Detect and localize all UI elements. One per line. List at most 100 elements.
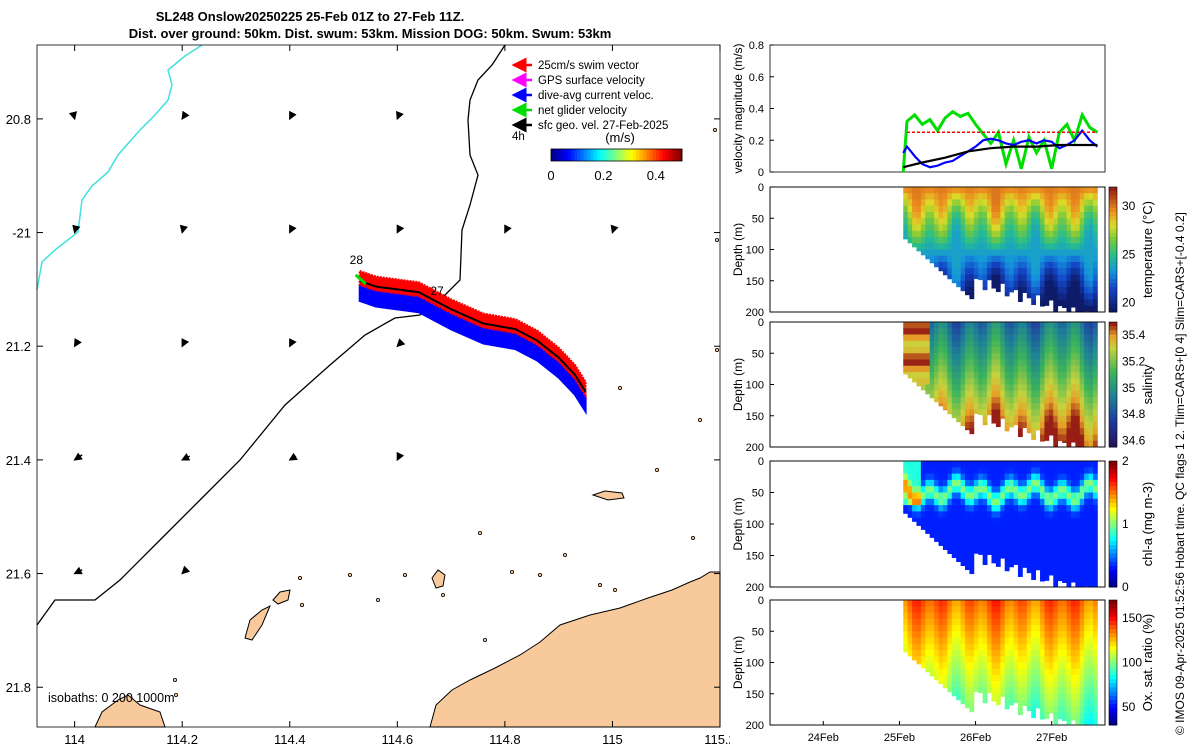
section-cell <box>991 274 997 282</box>
section-cell <box>1079 199 1085 207</box>
side-note: © IMOS 09-Apr-2025 01:52:56 Hobart time.… <box>1173 212 1187 735</box>
section-cell <box>1079 511 1085 519</box>
section-cell <box>982 224 988 232</box>
section-cell <box>1053 428 1059 435</box>
section-cell <box>929 511 935 519</box>
section-cell <box>1084 287 1089 294</box>
section-cell <box>987 498 992 506</box>
section-cell <box>956 365 962 373</box>
section-cell <box>1079 255 1085 263</box>
section-cell <box>1057 390 1063 398</box>
section-cell <box>1088 237 1094 244</box>
section-cell <box>903 618 909 626</box>
section-cell <box>1048 505 1054 512</box>
section-cell <box>1009 390 1014 398</box>
section-cell <box>1079 365 1085 373</box>
section-cell <box>912 600 917 607</box>
section-cell <box>960 650 966 657</box>
section-cell <box>1044 212 1050 219</box>
section-cell <box>978 625 984 632</box>
current-vector <box>289 224 297 234</box>
coastline-land <box>429 571 721 728</box>
section-cell <box>1009 530 1014 537</box>
section-cell <box>912 212 917 219</box>
section-cell <box>956 467 962 474</box>
section-cell <box>1044 280 1050 288</box>
section-cell <box>1044 625 1050 632</box>
section-cell <box>1057 415 1063 423</box>
section-cell <box>1062 656 1067 663</box>
section-cell <box>1000 675 1006 682</box>
section-cell <box>1066 403 1072 410</box>
section-colorbar-tick-label: 1 <box>1122 517 1129 531</box>
section-colorbar-segment <box>1109 241 1117 246</box>
section-cell <box>969 262 975 269</box>
section-cell <box>973 492 979 500</box>
section-cell <box>942 681 948 688</box>
section-cell <box>951 650 957 657</box>
section-cell <box>1031 224 1037 232</box>
section-cell <box>1092 718 1098 726</box>
section-cell <box>969 505 975 512</box>
section-cell <box>1044 249 1050 257</box>
section-cell <box>942 397 948 404</box>
section-cell <box>1075 718 1081 726</box>
section-cell <box>1079 347 1085 354</box>
section-cell <box>973 365 979 373</box>
section-cell <box>1053 415 1059 423</box>
section-cell <box>1084 359 1089 367</box>
section-cell <box>1013 511 1019 519</box>
section-cell <box>1070 479 1076 487</box>
current-vector <box>73 566 83 575</box>
section-cell <box>951 498 957 506</box>
section-cell <box>1088 372 1094 379</box>
section-cell <box>1013 612 1019 620</box>
section-cell <box>956 403 962 410</box>
section-cell <box>956 274 962 282</box>
section-cell <box>1070 517 1076 525</box>
section-cell <box>1048 643 1054 651</box>
section-cell <box>982 461 988 468</box>
section-cell <box>938 243 944 250</box>
section-colorbar-segment <box>1109 549 1117 554</box>
section-cell <box>1048 249 1054 257</box>
section-cell <box>978 187 984 194</box>
section-colorbar-segment <box>1109 232 1117 238</box>
section-cell <box>916 340 922 348</box>
section-colorbar-segment <box>1109 342 1117 348</box>
section-cell <box>1022 280 1028 288</box>
section-cell <box>1066 293 1072 300</box>
section-cell <box>987 199 992 207</box>
section-cell <box>1026 668 1032 676</box>
section-cell <box>1062 434 1067 442</box>
depth-tick-label: 0 <box>758 456 764 468</box>
section-cell <box>1004 492 1010 500</box>
section-cell <box>991 505 997 512</box>
section-cell <box>1031 461 1037 468</box>
section-cell <box>1026 415 1032 423</box>
section-colorbar-tick-label: 30 <box>1122 199 1136 213</box>
section-cell <box>1088 268 1094 275</box>
section-cell <box>916 467 922 474</box>
section-cell <box>951 193 957 200</box>
section-cell <box>1075 693 1081 701</box>
section-cell <box>1022 681 1028 688</box>
section-cell <box>947 199 953 207</box>
chart-title-line1: SL248 Onslow20250225 25-Feb 01Z to 27-Fe… <box>155 9 465 24</box>
section-cell <box>907 230 913 238</box>
section-cell <box>1084 340 1089 348</box>
section-cell <box>1053 643 1059 651</box>
section-colorbar-tick-label: 20 <box>1122 295 1136 309</box>
section-cell <box>903 600 909 607</box>
section-cell <box>969 280 975 288</box>
section-cell <box>942 486 948 493</box>
section-cell <box>969 650 975 657</box>
section-cell <box>916 656 922 663</box>
section-cell <box>1013 403 1019 410</box>
section-cell <box>1066 486 1072 493</box>
section-cell <box>1013 549 1019 556</box>
depth-axis-label: Depth (m) <box>731 636 745 689</box>
section-cell <box>947 530 953 537</box>
current-vector <box>396 110 404 121</box>
section-cell <box>1009 415 1014 423</box>
